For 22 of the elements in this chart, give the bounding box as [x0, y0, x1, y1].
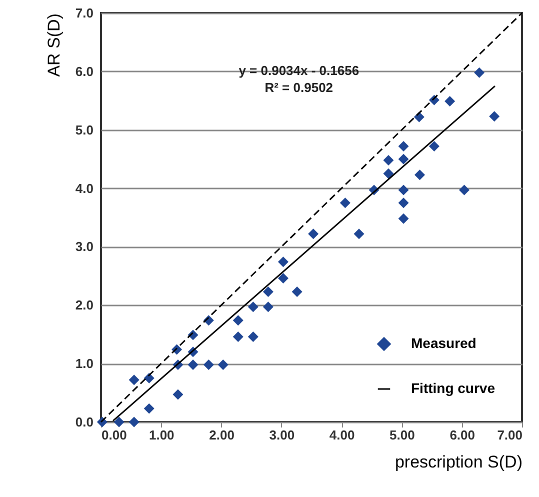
- y-tick-label: 4.0: [75, 180, 94, 196]
- x-tick-label: 6.00: [450, 428, 476, 442]
- y-tick-label: 1.0: [75, 356, 94, 372]
- x-tick-label: 0.00: [102, 428, 127, 442]
- x-tick-label: 3.00: [269, 428, 295, 442]
- y-tick-label: 7.0: [75, 6, 94, 20]
- x-tick-label: 7.00: [497, 428, 522, 442]
- y-axis-title: AR S(D): [44, 14, 64, 77]
- y-tick-label: 2.0: [75, 298, 94, 313]
- y-tick-label: 5.0: [75, 122, 94, 138]
- x-tick-label: 1.00: [148, 428, 174, 442]
- y-tick-label: 0.0: [75, 414, 94, 430]
- legend-label: Fitting curve: [411, 380, 496, 396]
- x-axis-title: prescription S(D): [394, 452, 522, 472]
- legend-label: Measured: [411, 335, 476, 351]
- annotation: R² = 0.9502: [264, 80, 334, 95]
- x-tick-label: 4.00: [329, 428, 355, 442]
- y-tick-label: 6.0: [75, 64, 94, 79]
- x-tick-label: 2.00: [209, 428, 234, 442]
- annotation: y = 0.9034x - 0.1656: [238, 63, 360, 78]
- x-tick-label: 5.00: [390, 428, 415, 442]
- y-tick-label: 3.0: [75, 239, 94, 254]
